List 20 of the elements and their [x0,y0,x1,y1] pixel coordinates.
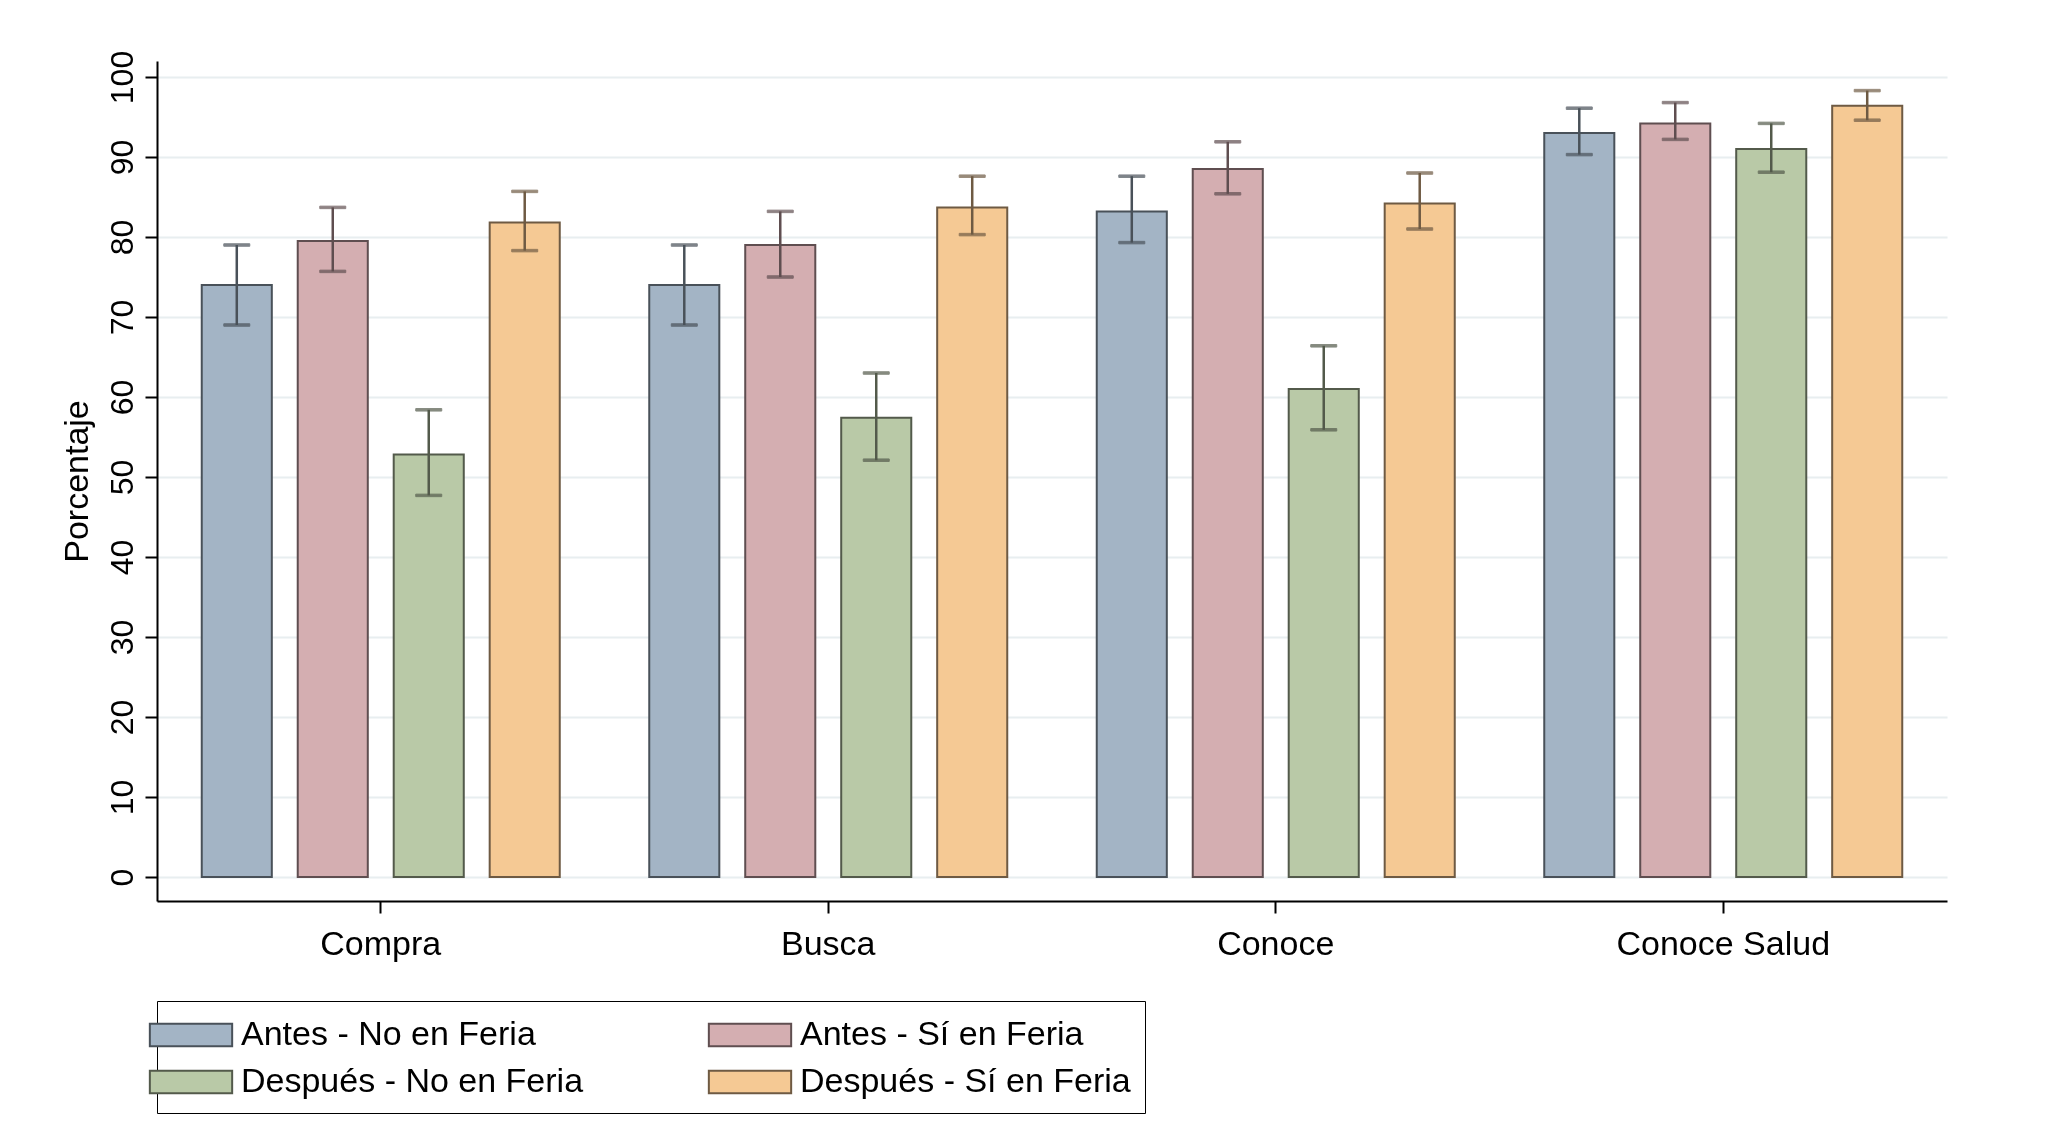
legend-label: Antes - Sí en Feria [800,1014,1084,1052]
y-tick-label: 10 [103,779,140,816]
legend-label: Antes - No en Feria [241,1014,536,1052]
y-tick-label: 50 [103,459,140,496]
x-tick-label: Conoce [1217,923,1335,962]
y-axis-title: Porcentaje [56,400,95,563]
y-tick-label: 100 [103,50,140,105]
y-tick-label: 40 [103,539,140,576]
y-tick-label: 20 [103,699,140,736]
legend-label: Después - No en Feria [241,1061,584,1099]
x-tick-label: Conoce Salud [1616,923,1831,962]
y-tick-label: 60 [103,379,140,416]
legend-label: Después - Sí en Feria [800,1061,1131,1099]
x-tick-label: Busca [781,923,876,962]
y-tick-label: 70 [103,299,140,336]
x-tick-label: Compra [320,923,442,962]
y-tick-label: 90 [103,139,140,176]
y-tick-label: 30 [103,619,140,656]
y-tick-label: 80 [103,219,140,256]
y-tick-label: 0 [103,868,140,887]
